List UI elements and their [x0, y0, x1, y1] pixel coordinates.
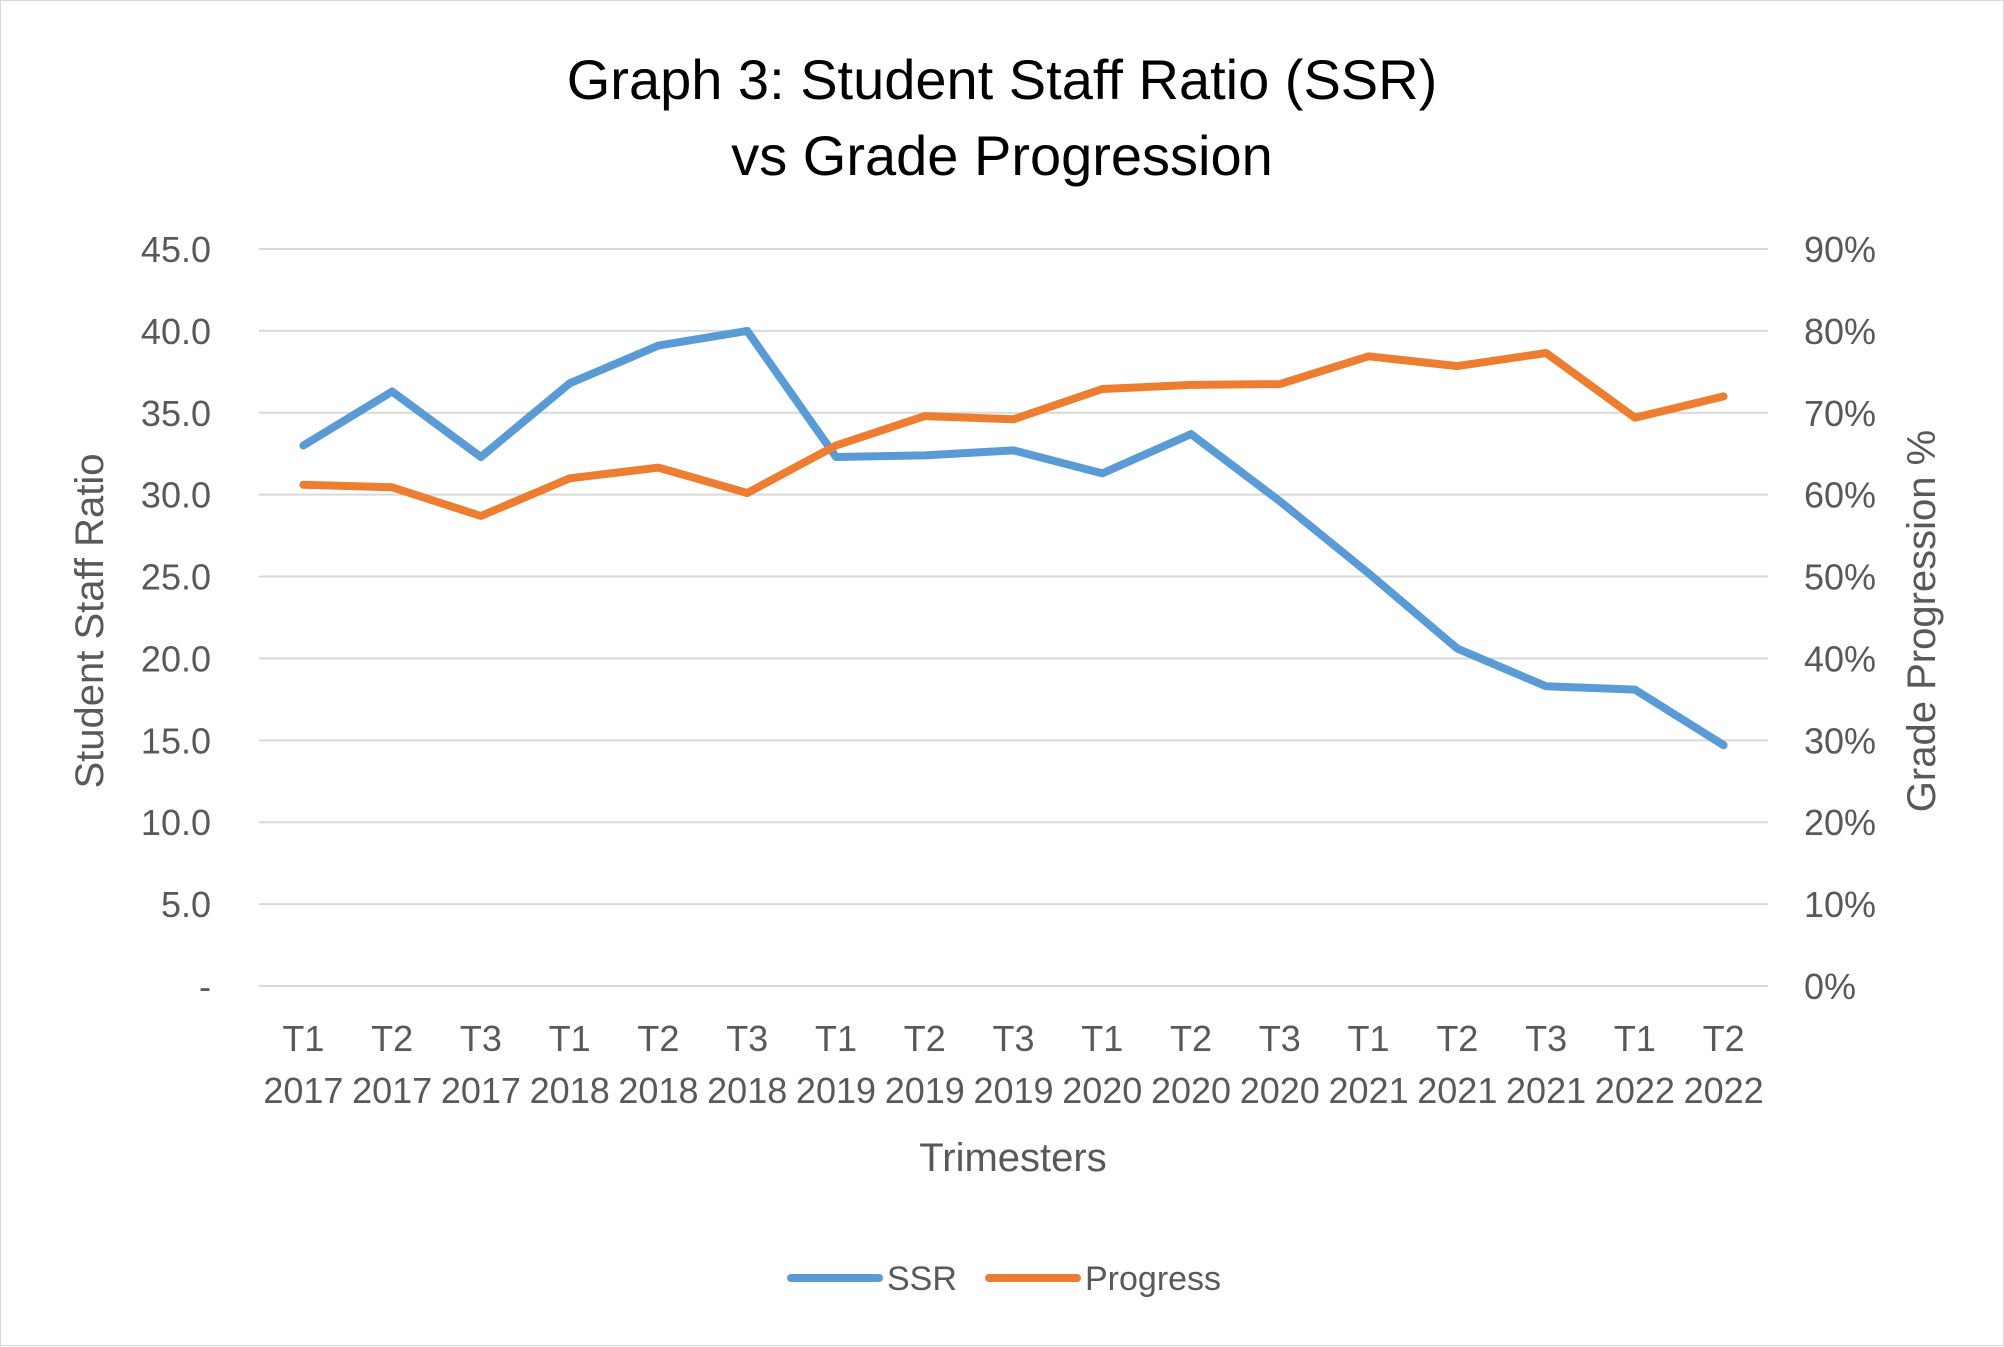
x-tick-label-year: 2017: [263, 1070, 343, 1111]
x-tick-label-year: 2020: [1151, 1070, 1231, 1111]
series-line-progress: [299, 349, 1728, 520]
left-tick-label: -: [199, 966, 211, 1007]
left-tick-label: 25.0: [141, 557, 211, 598]
x-tick-label-year: 2021: [1506, 1070, 1586, 1111]
x-tick-label-year: 2022: [1595, 1070, 1675, 1111]
right-tick-label: 80%: [1804, 311, 1876, 352]
left-axis-title: Student Staff Ratio: [68, 453, 112, 788]
x-tick-label-year: 2019: [973, 1070, 1053, 1111]
x-tick-label-term: T2: [1703, 1018, 1745, 1059]
left-tick-label: 40.0: [141, 311, 211, 352]
x-axis-ticks: T1 2017 T2 2017 T3 2017 T1 2018 T2 2018 T3 2018 T1 20…: [263, 1018, 1763, 1111]
x-tick-label-term: T3: [1259, 1018, 1301, 1059]
gridlines: [259, 248, 1768, 987]
x-tick-label-term: T1: [549, 1018, 591, 1059]
x-tick-label-term: T1: [815, 1018, 857, 1059]
x-tick-label-term: T2: [371, 1018, 413, 1059]
x-tick-label-term: T2: [1170, 1018, 1212, 1059]
legend-label-ssr: SSR: [887, 1260, 957, 1298]
left-tick-label: 10.0: [141, 802, 211, 843]
x-tick-label-term: T2: [1436, 1018, 1478, 1059]
x-tick-label-year: 2019: [885, 1070, 965, 1111]
left-axis-ticks: - 5.0 10.0 15.0 20.0 25.0 30.0 35.0 40.0 45.0: [141, 229, 211, 1007]
right-tick-label: 40%: [1804, 638, 1876, 679]
right-tick-label: 20%: [1804, 802, 1876, 843]
x-tick-label-term: T1: [1614, 1018, 1656, 1059]
x-axis-title: Trimesters: [919, 1136, 1106, 1180]
x-tick-label-term: T2: [904, 1018, 946, 1059]
right-tick-label: 0%: [1804, 966, 1856, 1007]
left-tick-label: 20.0: [141, 638, 211, 679]
right-tick-label: 60%: [1804, 475, 1876, 516]
x-tick-label-year: 2020: [1240, 1070, 1320, 1111]
right-tick-label: 50%: [1804, 557, 1876, 598]
chart-title-line-1: Graph 3: Student Staff Ratio (SSR): [567, 48, 1438, 111]
x-tick-label-year: 2017: [352, 1070, 432, 1111]
legend-label-progress: Progress: [1085, 1260, 1221, 1298]
x-tick-label-year: 2018: [707, 1070, 787, 1111]
x-tick-label-term: T3: [460, 1018, 502, 1059]
x-tick-label-year: 2019: [796, 1070, 876, 1111]
x-tick-label-term: T1: [282, 1018, 324, 1059]
x-tick-label-term: T3: [726, 1018, 768, 1059]
right-axis-ticks: 0% 10% 20% 30% 40% 50% 60% 70% 80% 90%: [1804, 229, 1876, 1007]
right-tick-label: 10%: [1804, 884, 1876, 925]
x-tick-label-term: T3: [992, 1018, 1034, 1059]
x-tick-label-term: T2: [637, 1018, 679, 1059]
right-tick-label: 70%: [1804, 393, 1876, 434]
left-tick-label: 35.0: [141, 393, 211, 434]
x-tick-label-year: 2017: [441, 1070, 521, 1111]
x-tick-label-year: 2021: [1329, 1070, 1409, 1111]
right-tick-label: 30%: [1804, 720, 1876, 761]
chart-title-line-2: vs Grade Progression: [731, 124, 1273, 187]
left-tick-label: 15.0: [141, 720, 211, 761]
right-tick-label: 90%: [1804, 229, 1876, 270]
x-tick-label-term: T1: [1348, 1018, 1390, 1059]
x-tick-label-year: 2020: [1062, 1070, 1142, 1111]
x-tick-label-term: T3: [1525, 1018, 1567, 1059]
x-tick-label-year: 2022: [1684, 1070, 1764, 1111]
series-lines: [299, 326, 1728, 750]
left-tick-label: 30.0: [141, 475, 211, 516]
left-tick-label: 5.0: [161, 884, 211, 925]
x-tick-label-term: T1: [1081, 1018, 1123, 1059]
x-tick-label-year: 2021: [1417, 1070, 1497, 1111]
x-tick-label-year: 2018: [530, 1070, 610, 1111]
x-tick-label-year: 2018: [618, 1070, 698, 1111]
legend: SSR Progress: [787, 1260, 1221, 1298]
right-axis-title: Grade Progression %: [1900, 430, 1944, 812]
left-tick-label: 45.0: [141, 229, 211, 270]
series-line-ssr: [299, 326, 1728, 750]
